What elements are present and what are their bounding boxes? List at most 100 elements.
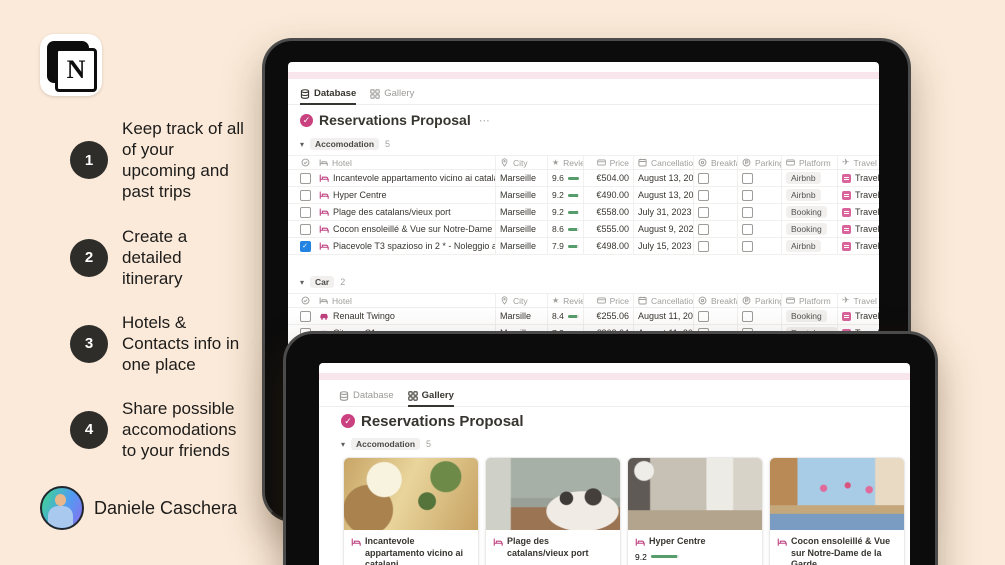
city-cell[interactable]: Marseille	[495, 187, 547, 203]
hotel-name[interactable]: Renault Twingo	[333, 311, 395, 321]
section-toggle-icon[interactable]: ▾	[341, 439, 346, 449]
travel-cell[interactable]: Travel B	[837, 187, 879, 203]
city-cell[interactable]: Marsille	[495, 308, 547, 324]
hotel-name[interactable]: Plage des catalans/vieux port	[333, 207, 451, 217]
hotel-cell[interactable]: Incantevole appartamento vicino ai catal…	[315, 170, 495, 186]
more-options-button[interactable]: ⋯	[478, 114, 491, 127]
price-cell[interactable]: €498.00	[583, 238, 633, 254]
row-select-checkbox[interactable]	[299, 240, 311, 252]
table-row[interactable]: Hyper Centre Marseille 9.2 €490.00 Augus…	[288, 187, 879, 204]
review-cell[interactable]: 8.4	[547, 308, 583, 324]
breakfast-checkbox[interactable]	[698, 206, 709, 218]
cancellation-column-header[interactable]: Cancellation Date	[633, 156, 693, 169]
row-select-checkbox[interactable]	[299, 223, 311, 235]
review-cell[interactable]: 9.2	[547, 204, 583, 220]
hotel-name[interactable]: Incantevole appartamento vicino ai catal…	[333, 173, 495, 183]
card-title[interactable]: Cocon ensoleillé & Vue sur Notre-Dame de…	[791, 536, 891, 565]
travel-link[interactable]: Travel B	[855, 241, 879, 251]
platform-column-header[interactable]: Platform	[781, 156, 837, 169]
review-column-header[interactable]: ★ Review	[547, 294, 583, 307]
platform-pill[interactable]: Booking	[786, 310, 827, 322]
section-pill[interactable]: Car	[310, 276, 335, 288]
section-toggle-icon[interactable]: ▾	[300, 139, 305, 149]
travel-cell[interactable]: Travel B	[837, 204, 879, 220]
breakfast-checkbox[interactable]	[698, 172, 709, 184]
travel-cell[interactable]: Travel B	[837, 221, 879, 237]
tab-gallery[interactable]: Gallery	[370, 88, 414, 104]
cancellation-date-cell[interactable]: July 31, 2023	[633, 204, 693, 220]
travel-link[interactable]: Travel B	[855, 207, 879, 217]
price-column-header[interactable]: Price	[583, 294, 633, 307]
travel-column-header[interactable]: ✈ Travel	[837, 156, 879, 169]
tab-database[interactable]: Database	[339, 390, 394, 406]
hotel-cell[interactable]: Hyper Centre	[315, 187, 495, 203]
platform-pill[interactable]: Booking	[786, 223, 827, 235]
travel-link[interactable]: Travel B	[855, 311, 879, 321]
hotel-cell[interactable]: Piacevole T3 spazioso in 2 * - Noleggio …	[315, 238, 495, 254]
city-cell[interactable]: Marseille	[495, 238, 547, 254]
hotel-cell[interactable]: Cocon ensoleillé & Vue sur Notre-Dame de…	[315, 221, 495, 237]
city-cell[interactable]: Marseille	[495, 170, 547, 186]
breakfast-column-header[interactable]: Breakfast	[693, 156, 737, 169]
hotel-name[interactable]: Cocon ensoleillé & Vue sur Notre-Dame de…	[333, 224, 495, 234]
section-pill[interactable]: Accomodation	[310, 138, 380, 150]
price-cell[interactable]: €490.00	[583, 187, 633, 203]
platform-pill[interactable]: Airbnb	[786, 189, 821, 201]
parking-checkbox[interactable]	[742, 206, 753, 218]
breakfast-checkbox[interactable]	[698, 223, 709, 235]
cancellation-column-header[interactable]: Cancellation Date	[633, 294, 693, 307]
card-title[interactable]: Incantevole appartamento vicino ai catal…	[365, 536, 464, 565]
parking-column-header[interactable]: Parking	[737, 294, 781, 307]
travel-column-header[interactable]: ✈ Travel	[837, 294, 879, 307]
travel-cell[interactable]: Travel B	[837, 170, 879, 186]
row-select-checkbox[interactable]	[299, 206, 311, 218]
price-column-header[interactable]: Price	[583, 156, 633, 169]
travel-link[interactable]: Travel B	[855, 173, 879, 183]
parking-checkbox[interactable]	[742, 189, 753, 201]
hotel-name[interactable]: Hyper Centre	[333, 190, 387, 200]
price-cell[interactable]: €555.00	[583, 221, 633, 237]
platform-column-header[interactable]: Platform	[781, 294, 837, 307]
page-title[interactable]: Reservations Proposal	[319, 112, 471, 128]
table-row[interactable]: Incantevole appartamento vicino ai catal…	[288, 170, 879, 187]
section-pill[interactable]: Accomodation	[351, 438, 421, 450]
breakfast-checkbox[interactable]	[698, 189, 709, 201]
price-cell[interactable]: €558.00	[583, 204, 633, 220]
city-column-header[interactable]: City	[495, 156, 547, 169]
review-cell[interactable]: 9.2	[547, 187, 583, 203]
hotel-cell[interactable]: Renault Twingo	[315, 308, 495, 324]
parking-column-header[interactable]: Parking	[737, 156, 781, 169]
review-cell[interactable]: 8.6	[547, 221, 583, 237]
gallery-card[interactable]: Plage des catalans/vieux port 9.2 €558.0…	[485, 457, 621, 565]
platform-pill[interactable]: Booking	[786, 206, 827, 218]
parking-checkbox[interactable]	[742, 240, 753, 252]
cancellation-date-cell[interactable]: August 9, 2023	[633, 221, 693, 237]
review-cell[interactable]: 9.6	[547, 170, 583, 186]
city-column-header[interactable]: City	[495, 294, 547, 307]
cancellation-date-cell[interactable]: August 13, 2023	[633, 170, 693, 186]
travel-link[interactable]: Travel B	[855, 190, 879, 200]
table-row[interactable]: Cocon ensoleillé & Vue sur Notre-Dame de…	[288, 221, 879, 238]
platform-pill[interactable]: Airbnb	[786, 240, 821, 252]
travel-cell[interactable]: Travel B	[837, 238, 879, 254]
row-select-checkbox[interactable]	[299, 310, 311, 322]
gallery-card[interactable]: Hyper Centre 9.2 €490.00	[627, 457, 763, 565]
row-select-checkbox[interactable]	[299, 189, 311, 201]
cancellation-date-cell[interactable]: August 13, 2023	[633, 187, 693, 203]
parking-checkbox[interactable]	[742, 172, 753, 184]
breakfast-checkbox[interactable]	[698, 310, 709, 322]
price-cell[interactable]: €504.00	[583, 170, 633, 186]
table-row[interactable]: Renault Twingo Marsille 8.4 €255.06 Augu…	[288, 308, 879, 325]
card-title[interactable]: Hyper Centre	[649, 536, 706, 546]
page-title[interactable]: Reservations Proposal	[361, 412, 524, 430]
card-title[interactable]: Plage des catalans/vieux port	[507, 536, 589, 558]
breakfast-checkbox[interactable]	[698, 240, 709, 252]
parking-checkbox[interactable]	[742, 223, 753, 235]
platform-pill[interactable]: Airbnb	[786, 172, 821, 184]
tab-database[interactable]: Database	[300, 88, 357, 105]
city-cell[interactable]: Marseille	[495, 221, 547, 237]
table-row[interactable]: Plage des catalans/vieux port Marseille …	[288, 204, 879, 221]
hotel-column-header[interactable]: Hotel	[315, 294, 495, 307]
section-toggle-icon[interactable]: ▾	[300, 277, 305, 287]
gallery-card[interactable]: Incantevole appartamento vicino ai catal…	[343, 457, 479, 565]
